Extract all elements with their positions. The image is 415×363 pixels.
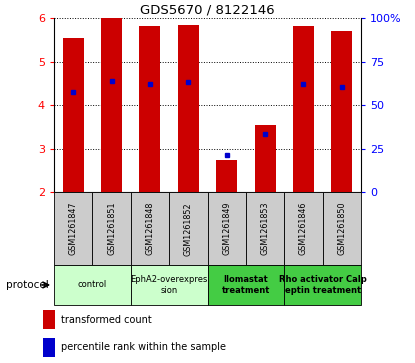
Title: GDS5670 / 8122146: GDS5670 / 8122146 — [140, 4, 275, 17]
Bar — [331, 31, 352, 192]
Text: GSM1261848: GSM1261848 — [145, 202, 154, 256]
Bar — [323, 192, 361, 265]
Bar — [216, 160, 237, 192]
Bar — [43, 338, 54, 356]
Bar — [54, 192, 92, 265]
Text: GSM1261846: GSM1261846 — [299, 202, 308, 256]
Text: GSM1261847: GSM1261847 — [68, 202, 78, 256]
Bar — [169, 192, 208, 265]
Text: GSM1261849: GSM1261849 — [222, 202, 231, 256]
Text: GSM1261850: GSM1261850 — [337, 202, 347, 256]
Text: control: control — [78, 281, 107, 289]
Text: GSM1261852: GSM1261852 — [184, 202, 193, 256]
Bar — [208, 192, 246, 265]
Bar — [139, 26, 161, 192]
Bar — [63, 38, 84, 192]
Bar — [293, 26, 314, 192]
Text: Ilomastat
treatment: Ilomastat treatment — [222, 275, 270, 295]
Bar — [178, 25, 199, 192]
Bar — [131, 265, 208, 305]
Bar — [284, 265, 361, 305]
Text: protocol: protocol — [6, 280, 49, 290]
Bar — [284, 192, 323, 265]
Bar — [101, 18, 122, 192]
Bar — [54, 265, 131, 305]
Text: Rho activator Calp
eptin treatment: Rho activator Calp eptin treatment — [279, 275, 366, 295]
Bar — [43, 310, 54, 330]
Bar — [93, 192, 131, 265]
Bar — [254, 125, 276, 192]
Text: GSM1261851: GSM1261851 — [107, 202, 116, 256]
Text: EphA2-overexpres
sion: EphA2-overexpres sion — [130, 275, 208, 295]
Bar — [131, 192, 169, 265]
Bar — [208, 265, 284, 305]
Text: percentile rank within the sample: percentile rank within the sample — [61, 342, 226, 352]
Bar — [246, 192, 284, 265]
Text: GSM1261853: GSM1261853 — [261, 202, 270, 256]
Text: transformed count: transformed count — [61, 315, 152, 325]
